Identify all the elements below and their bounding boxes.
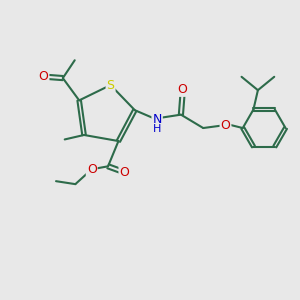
Text: H: H — [153, 124, 161, 134]
Text: O: O — [39, 70, 48, 83]
Text: O: O — [87, 163, 97, 176]
Text: S: S — [106, 79, 115, 92]
Text: N: N — [152, 112, 162, 126]
Text: O: O — [119, 166, 129, 179]
Text: O: O — [220, 118, 230, 132]
Text: O: O — [178, 83, 187, 96]
